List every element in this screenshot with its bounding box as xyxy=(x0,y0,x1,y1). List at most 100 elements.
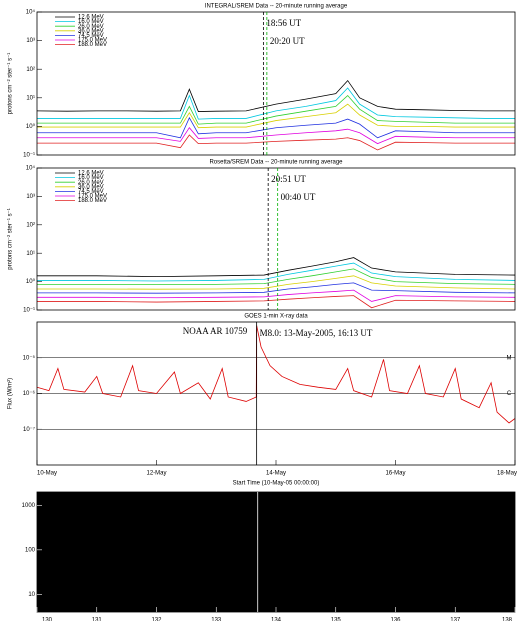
heatmap-cell xyxy=(186,528,217,551)
heatmap-cell xyxy=(425,528,456,551)
heatmap-cell xyxy=(126,598,157,612)
series-line xyxy=(37,134,515,151)
heatmap-cell xyxy=(276,567,307,586)
y-tick-label: 10¹ xyxy=(26,95,35,101)
legend-label: 175.0 MeV xyxy=(78,194,107,200)
series-line xyxy=(37,289,515,302)
heatmap-cell xyxy=(156,598,187,612)
heatmap-cell xyxy=(96,549,127,568)
heatmap-cell xyxy=(276,585,307,599)
heatmap-cell xyxy=(425,598,456,612)
heatmap-cell xyxy=(425,492,456,529)
legend-label: 26.0 MeV xyxy=(78,180,104,186)
y-tick-label: 10⁰ xyxy=(26,123,36,130)
y-tick-label: 10⁰ xyxy=(26,278,36,285)
heatmap-cell xyxy=(96,528,127,551)
heatmap-cell xyxy=(126,492,157,529)
heatmap-cell xyxy=(305,598,337,612)
heatmap-cell xyxy=(37,585,68,599)
y-tick-label: 10³ xyxy=(26,38,35,44)
panel-title: INTEGRAL/SREM Data -- 20-minute running … xyxy=(205,4,348,10)
heatmap-cell xyxy=(216,492,247,529)
heatmap-cell xyxy=(455,598,486,612)
heatmap-cell xyxy=(455,567,486,586)
heatmap-cell xyxy=(186,549,217,568)
heatmap-cell xyxy=(66,492,98,529)
legend-label: 26.0 MeV xyxy=(78,24,104,30)
y-tick-label: 10⁴ xyxy=(26,165,36,172)
class-label: M xyxy=(507,355,512,361)
heatmap-cell xyxy=(246,585,277,599)
heatmap-cell xyxy=(276,492,307,529)
heatmap-cell xyxy=(126,567,157,586)
heatmap-cell xyxy=(126,549,157,568)
heatmap-cell xyxy=(455,549,486,568)
heatmap-cell xyxy=(425,585,456,599)
heatmap-cell xyxy=(395,528,426,551)
legend-label: 16.0 MeV xyxy=(78,19,104,25)
x-tick-label: 131 xyxy=(92,618,103,621)
heatmap-cell xyxy=(365,585,396,599)
heatmap-cell xyxy=(37,528,68,551)
y-tick-label: 10 xyxy=(28,592,35,598)
heatmap-cell xyxy=(395,585,426,599)
event-label: 20:20 UT xyxy=(270,36,305,46)
class-label: C xyxy=(507,391,512,397)
heatmap-cell xyxy=(216,549,247,568)
x-tick-label: 136 xyxy=(390,618,401,621)
x-tick-label: 12-May xyxy=(146,471,166,477)
heatmap-cell xyxy=(66,528,98,551)
x-tick-label: 135 xyxy=(331,618,342,621)
legend-label: 12.6 MeV xyxy=(78,171,104,177)
heatmap-cell xyxy=(485,585,515,599)
heatmap-cell xyxy=(96,492,127,529)
heatmap-cell xyxy=(156,567,187,586)
heatmap-cell xyxy=(246,549,277,568)
legend-label: 188.0 MeV xyxy=(78,42,107,48)
y-tick-label: 10⁻¹ xyxy=(23,153,35,159)
heatmap-cell xyxy=(216,585,247,599)
heatmap-cell xyxy=(485,549,515,568)
x-axis-label: Start Time (10-May-05 00:00:00) xyxy=(233,481,320,487)
event-label: 00:40 UT xyxy=(281,192,316,202)
series-line xyxy=(37,282,515,294)
y-tick-label: 100 xyxy=(25,547,36,553)
legend-label: 175.0 MeV xyxy=(78,38,107,44)
heatmap-cell xyxy=(156,492,187,529)
heatmap-cell xyxy=(246,492,277,529)
heatmap-cell xyxy=(335,549,366,568)
heatmap-cell xyxy=(96,598,127,612)
heatmap-cell xyxy=(126,528,157,551)
heatmap-cell xyxy=(425,549,456,568)
heatmap-cell xyxy=(485,598,515,612)
series-line xyxy=(37,325,515,424)
y-axis-label: protons cm⁻² ster⁻¹ s⁻¹ xyxy=(8,53,14,115)
y-tick-label: 10⁻⁵ xyxy=(23,354,36,361)
heatmap-cell xyxy=(66,567,98,586)
heatmap-cell xyxy=(485,567,515,586)
heatmap-cell xyxy=(37,492,68,529)
heatmap-cell xyxy=(395,549,426,568)
y-tick-label: 10⁻⁶ xyxy=(23,390,36,397)
legend-label: 74.5 MeV xyxy=(78,33,104,39)
heatmap-cell xyxy=(485,528,515,551)
y-tick-label: 10² xyxy=(26,67,35,73)
heatmap-cell xyxy=(455,492,486,529)
heatmap-cell xyxy=(335,528,366,551)
plot-area xyxy=(37,492,515,612)
heatmap-cell xyxy=(425,567,456,586)
heatmap-cell xyxy=(276,598,307,612)
x-tick-label: 134 xyxy=(271,618,282,621)
plot-frame xyxy=(36,11,516,156)
heatmap-cell xyxy=(246,528,277,551)
legend-label: 12.6 MeV xyxy=(78,15,104,21)
heatmap-cell xyxy=(305,549,337,568)
heatmap-cell xyxy=(395,567,426,586)
y-axis-label: protons cm⁻² ster⁻¹ s⁻¹ xyxy=(8,208,14,270)
series-line xyxy=(37,79,515,112)
heatmap-cell xyxy=(395,492,426,529)
x-tick-label: 133 xyxy=(211,618,222,621)
y-tick-label: 10³ xyxy=(26,194,35,200)
legend-label: 16.0 MeV xyxy=(78,175,104,181)
heatmap-cell xyxy=(156,549,187,568)
